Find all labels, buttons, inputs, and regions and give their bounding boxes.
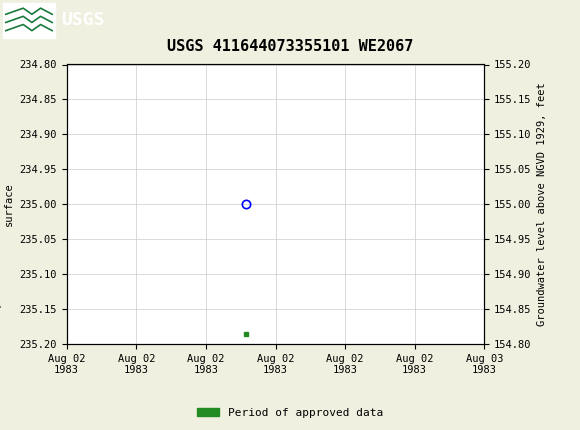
FancyBboxPatch shape (3, 3, 55, 37)
Text: USGS: USGS (61, 12, 104, 29)
Legend: Period of approved data: Period of approved data (193, 403, 387, 422)
Y-axis label: Groundwater level above NGVD 1929, feet: Groundwater level above NGVD 1929, feet (537, 83, 547, 326)
Y-axis label: Depth to water level, feet below land
surface: Depth to water level, feet below land su… (0, 89, 14, 320)
Text: USGS 411644073355101 WE2067: USGS 411644073355101 WE2067 (167, 39, 413, 54)
